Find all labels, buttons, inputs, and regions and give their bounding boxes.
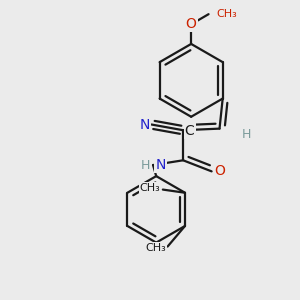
- Text: C: C: [185, 124, 194, 138]
- Text: CH₃: CH₃: [217, 9, 237, 19]
- Text: H: H: [140, 158, 150, 172]
- Text: CH₃: CH₃: [145, 243, 166, 253]
- Text: N: N: [156, 158, 166, 172]
- Text: O: O: [186, 17, 196, 31]
- Text: O: O: [214, 164, 225, 178]
- Text: N: N: [140, 118, 150, 131]
- Text: H: H: [242, 128, 251, 141]
- Text: CH₃: CH₃: [140, 183, 160, 193]
